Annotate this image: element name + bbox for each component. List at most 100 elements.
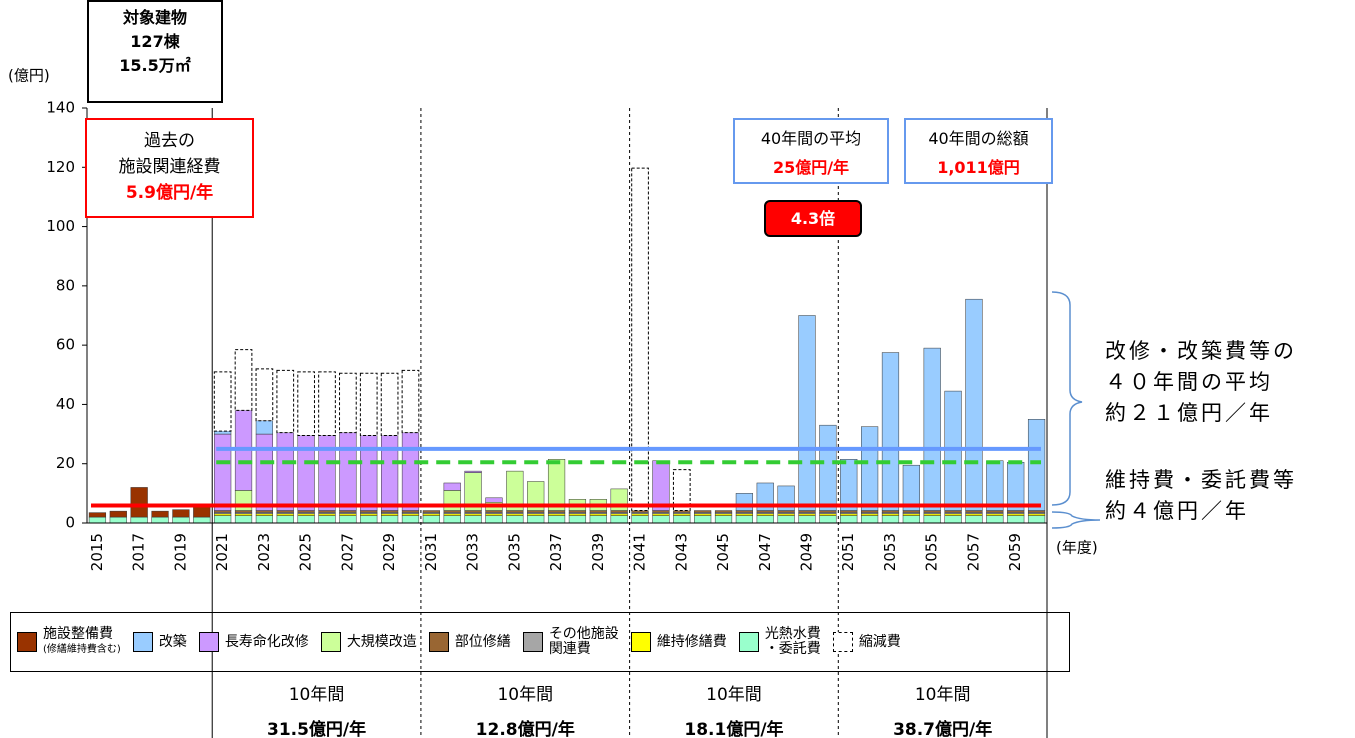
legend-label: 光熱水費 ・委託費 xyxy=(765,627,821,657)
bar-segment xyxy=(464,513,482,516)
bar-segment xyxy=(881,352,900,511)
bar-segment xyxy=(1007,461,1025,511)
bar-segment xyxy=(359,372,378,437)
bar-segment xyxy=(923,510,941,513)
bar-segment xyxy=(506,510,524,513)
bar-segment xyxy=(214,433,232,511)
bar-segment xyxy=(610,513,628,516)
legend-note: (修繕維持費含む) xyxy=(43,644,121,655)
legend-swatch xyxy=(630,632,651,652)
period-span: 10年間 xyxy=(289,685,345,705)
bar-segment xyxy=(234,513,253,516)
y-tick-label: 100 xyxy=(46,217,75,235)
bar-segment xyxy=(276,513,294,516)
y-tick-label: 0 xyxy=(65,514,75,532)
legend-text: その他施設 関連費 xyxy=(548,626,619,657)
bar-segment xyxy=(380,372,399,437)
bar-segment xyxy=(527,515,545,524)
bar-segment xyxy=(631,515,649,524)
bar-segment xyxy=(339,515,357,524)
bar-segment xyxy=(798,513,816,516)
bar-segment xyxy=(756,515,774,524)
bar-segment xyxy=(297,513,315,516)
bar-segment xyxy=(214,513,232,516)
legend-item: 長寿命化改修 xyxy=(198,632,309,652)
x-tick-label: 2027 xyxy=(338,533,356,571)
legend-text: 改築 xyxy=(158,633,187,650)
x-tick-label: 2037 xyxy=(547,533,565,571)
bar-segment xyxy=(401,510,420,513)
bar-segment xyxy=(861,513,879,516)
legend-label: 長寿命化改修 xyxy=(225,634,309,650)
renovation-note: 改修・改築費等の ４０年間の平均 約２１億円／年 xyxy=(1105,336,1297,429)
legend-item: 縮減費 xyxy=(832,632,901,652)
bar-segment xyxy=(214,510,232,513)
bar-segment xyxy=(840,513,858,516)
legend-label: 縮減費 xyxy=(859,634,901,650)
bar-segment xyxy=(1007,510,1025,513)
brace xyxy=(1051,511,1101,529)
bar-segment xyxy=(965,515,983,524)
bar-segment xyxy=(1007,515,1025,524)
bar-segment xyxy=(1027,510,1046,513)
legend-swatch xyxy=(428,632,449,652)
bar-segment xyxy=(777,513,795,516)
ratio-badge: 4.3倍 xyxy=(764,200,862,237)
legend-swatch xyxy=(17,632,37,652)
bar-segment xyxy=(631,167,649,512)
bar-segment xyxy=(547,510,566,513)
bar-segment xyxy=(422,513,440,516)
x-tick-label: 2023 xyxy=(255,533,273,571)
bar-segment xyxy=(673,513,691,516)
bar-segment xyxy=(172,509,190,518)
bar-segment xyxy=(318,513,336,516)
bar-segment xyxy=(130,516,148,524)
bar-segment xyxy=(735,515,753,524)
y-tick-label: 40 xyxy=(56,395,75,413)
bar-segment xyxy=(234,510,253,513)
bar-segment xyxy=(506,470,524,511)
bar-segment xyxy=(193,516,211,524)
bar-segment xyxy=(902,515,920,524)
bar-segment xyxy=(318,435,336,511)
bar-segment xyxy=(589,513,607,516)
bar-segment xyxy=(339,510,357,513)
bar-segment xyxy=(840,515,858,524)
bar-segment xyxy=(255,510,273,513)
bar-segment xyxy=(318,510,336,513)
bar-segment xyxy=(1027,419,1046,511)
bar-segment xyxy=(861,510,879,513)
bar-segment xyxy=(88,516,107,524)
bar-segment xyxy=(673,515,691,524)
bar-segment xyxy=(923,515,941,524)
bar-segment xyxy=(276,432,294,511)
bar-segment xyxy=(735,510,753,513)
legend-swatch xyxy=(522,632,543,652)
bar-segment xyxy=(610,515,628,524)
bar-segment xyxy=(631,513,649,516)
bar-segment xyxy=(547,513,566,516)
bar-segment xyxy=(255,513,273,516)
bar-segment xyxy=(255,515,273,524)
x-tick-label: 2019 xyxy=(171,533,189,571)
bar-segment xyxy=(234,349,253,411)
legend-text: 光熱水費 ・委託費 xyxy=(764,626,821,657)
legend-label: 維持修繕費 xyxy=(657,634,727,650)
legend-swatch xyxy=(738,632,759,652)
bar-segment xyxy=(485,510,503,513)
bar-segment xyxy=(255,368,274,422)
legend-item: 維持修繕費 xyxy=(630,632,727,652)
x-tick-label: 2017 xyxy=(130,533,148,571)
bar-segment xyxy=(902,464,920,511)
bar-segment xyxy=(923,347,941,511)
bar-segment xyxy=(986,510,1004,513)
bar-segment xyxy=(443,515,461,524)
legend-item: 光熱水費 ・委託費 xyxy=(738,627,821,657)
box-text: 施設関連経費 xyxy=(118,157,221,177)
bar-segment xyxy=(485,497,503,503)
note-text: 改修・改築費等の xyxy=(1105,339,1297,363)
bar-segment xyxy=(443,490,461,511)
bar-segment xyxy=(172,516,190,524)
x-tick-label: 2035 xyxy=(505,533,523,571)
bar-segment xyxy=(986,513,1004,516)
